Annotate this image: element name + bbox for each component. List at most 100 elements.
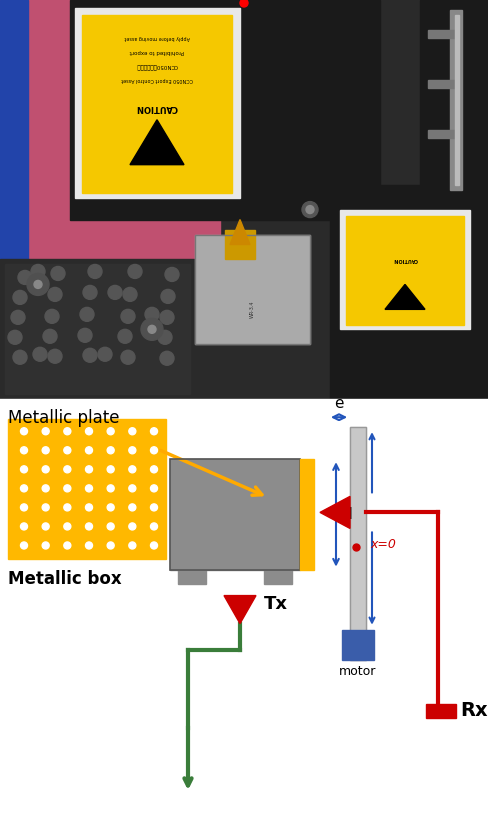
Circle shape: [85, 447, 93, 454]
Circle shape: [85, 542, 93, 549]
Text: motor: motor: [339, 665, 377, 677]
Bar: [350, 427, 366, 659]
Bar: [225, 230, 255, 259]
Circle shape: [129, 428, 136, 434]
Text: CAUTION: CAUTION: [393, 257, 417, 262]
Circle shape: [48, 287, 62, 301]
Bar: [70, 0, 380, 219]
Circle shape: [302, 201, 318, 218]
Circle shape: [129, 523, 136, 530]
Circle shape: [42, 428, 49, 434]
Bar: [0, 0, 28, 290]
Circle shape: [150, 504, 158, 511]
Bar: [420, 0, 488, 200]
Circle shape: [141, 318, 163, 340]
Text: Metallic plate: Metallic plate: [8, 409, 120, 427]
Text: CCN050口出管制资产: CCN050口出管制资产: [136, 63, 178, 69]
Circle shape: [85, 504, 93, 511]
Bar: [342, 630, 374, 659]
Circle shape: [160, 310, 174, 324]
Text: CCN050 Export Control Asset: CCN050 Export Control Asset: [121, 78, 193, 83]
Circle shape: [64, 465, 71, 473]
Circle shape: [42, 465, 49, 473]
Bar: [75, 8, 240, 198]
Circle shape: [20, 465, 27, 473]
Circle shape: [48, 349, 62, 363]
Bar: [170, 459, 300, 569]
Circle shape: [8, 330, 22, 344]
Circle shape: [64, 542, 71, 549]
Circle shape: [43, 330, 57, 344]
Bar: [450, 10, 462, 190]
Circle shape: [118, 330, 132, 344]
Circle shape: [42, 542, 49, 549]
Bar: [178, 569, 206, 583]
Circle shape: [150, 465, 158, 473]
Circle shape: [121, 350, 135, 364]
Circle shape: [145, 308, 159, 321]
Circle shape: [108, 285, 122, 299]
Text: d: d: [342, 507, 352, 522]
Circle shape: [33, 348, 47, 362]
Circle shape: [107, 523, 114, 530]
Circle shape: [51, 267, 65, 281]
Circle shape: [18, 271, 32, 285]
Circle shape: [27, 273, 49, 295]
Circle shape: [85, 428, 93, 434]
Circle shape: [129, 542, 136, 549]
Circle shape: [11, 310, 25, 324]
Circle shape: [13, 290, 27, 304]
Circle shape: [64, 523, 71, 530]
Text: e: e: [334, 396, 344, 411]
Bar: [428, 30, 458, 38]
Bar: [426, 703, 456, 718]
Bar: [82, 15, 232, 192]
Circle shape: [85, 485, 93, 492]
Bar: [350, 427, 366, 659]
Circle shape: [83, 348, 97, 362]
Circle shape: [148, 326, 156, 333]
Polygon shape: [385, 285, 425, 309]
Circle shape: [20, 428, 27, 434]
Circle shape: [64, 428, 71, 434]
Text: Metallic box: Metallic box: [8, 569, 122, 587]
Circle shape: [42, 504, 49, 511]
Circle shape: [107, 447, 114, 454]
Circle shape: [64, 485, 71, 492]
Circle shape: [150, 523, 158, 530]
Circle shape: [158, 330, 172, 344]
Bar: [340, 209, 470, 330]
Circle shape: [20, 504, 27, 511]
Circle shape: [121, 309, 135, 323]
Polygon shape: [320, 497, 350, 528]
Circle shape: [150, 447, 158, 454]
Circle shape: [107, 485, 114, 492]
Circle shape: [161, 290, 175, 303]
Bar: [0, 259, 195, 399]
Circle shape: [240, 0, 248, 7]
Circle shape: [88, 264, 102, 278]
Circle shape: [160, 351, 174, 366]
Circle shape: [20, 485, 27, 492]
Circle shape: [42, 523, 49, 530]
Circle shape: [85, 523, 93, 530]
Circle shape: [42, 447, 49, 454]
Bar: [195, 235, 310, 344]
Bar: [5, 264, 190, 394]
Circle shape: [123, 287, 137, 301]
Circle shape: [107, 465, 114, 473]
Circle shape: [107, 428, 114, 434]
Text: x=0: x=0: [370, 538, 396, 551]
Circle shape: [150, 485, 158, 492]
Circle shape: [64, 504, 71, 511]
Circle shape: [150, 542, 158, 549]
Circle shape: [150, 428, 158, 434]
Circle shape: [78, 328, 92, 342]
Text: WR-3.4: WR-3.4: [249, 301, 255, 318]
Circle shape: [13, 350, 27, 364]
Text: Tx: Tx: [264, 595, 288, 613]
Bar: [346, 216, 464, 326]
Bar: [195, 235, 310, 344]
Circle shape: [107, 542, 114, 549]
Circle shape: [129, 485, 136, 492]
